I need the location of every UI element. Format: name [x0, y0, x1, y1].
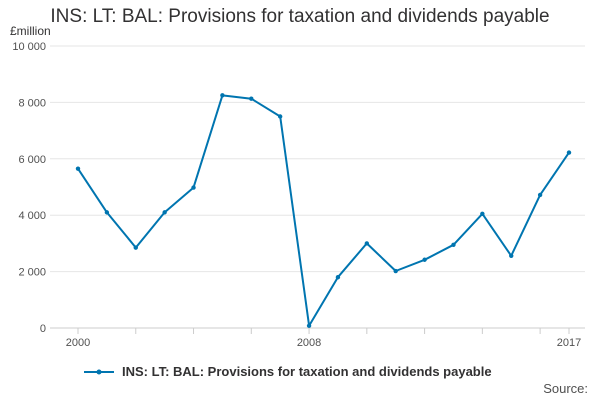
- data-point[interactable]: [306, 323, 312, 328]
- data-point[interactable]: [537, 192, 543, 198]
- source-label: Source:: [543, 381, 588, 396]
- legend[interactable]: INS: LT: BAL: Provisions for taxation an…: [80, 364, 492, 379]
- data-point[interactable]: [104, 210, 110, 215]
- chart-title: INS: LT: BAL: Provisions for taxation an…: [50, 6, 550, 27]
- y-tick-label: 2 000: [18, 267, 46, 279]
- x-tick-label: 2008: [297, 337, 321, 349]
- y-axis-label: £million: [10, 24, 51, 38]
- legend-label: INS: LT: BAL: Provisions for taxation an…: [122, 364, 492, 379]
- data-point[interactable]: [191, 185, 196, 190]
- data-point[interactable]: [422, 257, 427, 262]
- y-tick-label: 6 000: [18, 154, 46, 166]
- data-point[interactable]: [133, 245, 138, 250]
- data-point[interactable]: [566, 150, 572, 155]
- data-point[interactable]: [277, 114, 283, 119]
- y-tick-label: 10 000: [12, 41, 46, 53]
- y-tick-label: 4 000: [18, 210, 46, 222]
- data-point[interactable]: [364, 241, 370, 246]
- data-point[interactable]: [249, 96, 254, 101]
- data-point[interactable]: [220, 93, 225, 98]
- x-tick-label: 2017: [557, 337, 581, 349]
- data-point[interactable]: [75, 166, 81, 171]
- data-point[interactable]: [480, 211, 485, 216]
- x-tick-label: 2000: [66, 337, 90, 349]
- data-point[interactable]: [451, 242, 456, 248]
- series-line[interactable]: [77, 94, 570, 327]
- y-tick-label: 0: [40, 323, 46, 335]
- data-point[interactable]: [162, 210, 167, 215]
- legend-line-marker-icon: [84, 369, 114, 374]
- y-tick-label: 8 000: [18, 97, 46, 109]
- data-point[interactable]: [335, 275, 341, 280]
- data-point[interactable]: [509, 253, 514, 259]
- data-point[interactable]: [393, 268, 398, 274]
